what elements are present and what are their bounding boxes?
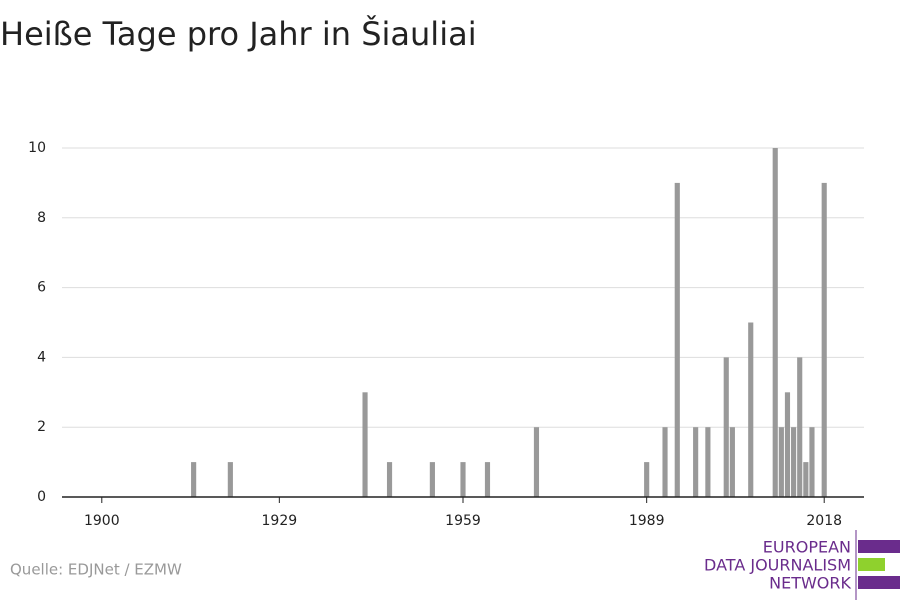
logo-bar [858,558,885,571]
bar [778,427,784,497]
bar [191,462,197,497]
bar [386,462,393,497]
y-tick-label: 0 [37,489,46,505]
bar [227,462,233,497]
bar [429,462,435,497]
bar [693,427,699,497]
bar [662,427,668,497]
bar [723,357,729,497]
bar [460,462,466,497]
bar [705,427,711,497]
logo-text: EUROPEAN [763,538,851,557]
chart-title: Heiße Tage pro Jahr in Šiauliai [0,14,477,53]
bar [533,427,540,497]
y-tick-label: 4 [37,349,46,365]
bar [791,427,797,497]
logo-bar [858,540,900,553]
bar [772,148,778,497]
x-tick-label: 1900 [84,513,120,529]
bar [748,322,754,497]
x-tick-label: 1989 [629,513,665,529]
y-tick-label: 6 [37,280,46,296]
y-tick-label: 10 [28,140,46,156]
bar [644,462,650,497]
bar [729,427,735,497]
y-tick-label: 8 [37,210,46,226]
y-tick-label: 2 [37,419,46,435]
x-tick-label: 2018 [806,513,842,529]
bar [674,182,680,497]
bar [803,462,809,497]
bar [821,182,827,497]
logo-text: NETWORK [769,574,851,593]
x-tick-label: 1959 [445,513,481,529]
bar [809,427,815,497]
bar [797,357,803,497]
logo-bar [858,576,900,589]
x-tick-label: 1929 [262,513,298,529]
bar [362,392,368,497]
logo-text: DATA JOURNALISM [704,556,851,575]
bar [484,462,491,497]
bar [784,392,791,497]
source: Quelle: EDJNet / EZMW [10,561,182,579]
